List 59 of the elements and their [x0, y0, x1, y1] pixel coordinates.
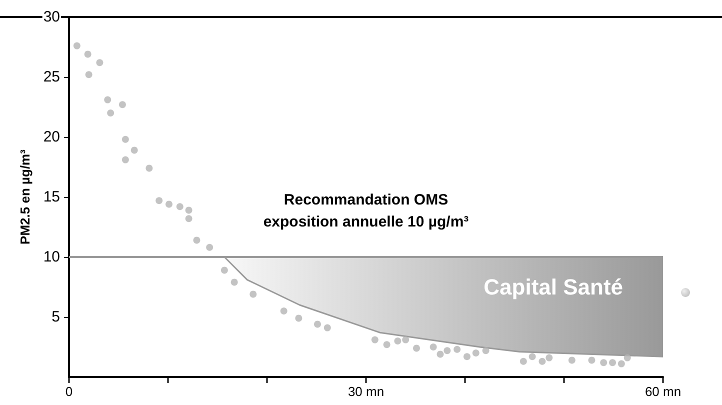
y-tick-label: 30 [43, 8, 60, 26]
point [280, 308, 288, 314]
point [546, 354, 553, 362]
point [383, 341, 390, 348]
point [85, 71, 92, 78]
point [444, 347, 451, 354]
ref-line-label: Recommandation OMS exposition annuelle 10 µg/m³ [263, 192, 469, 230]
point [84, 50, 92, 58]
point [624, 354, 631, 362]
x-tick-label: 0 [65, 384, 73, 399]
y-tick-label: 10 [43, 248, 60, 266]
point [122, 136, 129, 143]
point [482, 347, 490, 354]
point [146, 164, 153, 172]
point [520, 358, 527, 365]
point [250, 290, 257, 298]
point [314, 320, 321, 328]
point [324, 324, 331, 332]
point [463, 353, 470, 360]
point [600, 359, 608, 366]
point [230, 278, 238, 286]
point [472, 350, 480, 356]
point [295, 314, 302, 322]
point [130, 146, 138, 154]
y-tick-label: 5 [52, 308, 60, 326]
point [436, 350, 444, 358]
point [165, 200, 172, 208]
point [206, 244, 214, 251]
point [538, 358, 546, 365]
point [454, 346, 461, 353]
point [118, 101, 126, 108]
point [402, 336, 410, 344]
y-tick-label: 20 [43, 128, 60, 146]
point [156, 197, 163, 204]
point [618, 360, 625, 368]
point [104, 96, 112, 104]
point [412, 344, 420, 352]
y-tick-label: 15 [43, 188, 60, 206]
x-tick-label: 60 mn [644, 384, 682, 399]
point [568, 356, 576, 364]
point [371, 336, 378, 344]
y-tick-label: 25 [43, 68, 60, 86]
point [609, 359, 616, 366]
point [107, 110, 114, 116]
point [96, 59, 104, 66]
x-tick-label: 30 mn [348, 384, 384, 399]
point [73, 42, 80, 50]
y-axis-title: PM2.5 en µg/m³ [17, 148, 32, 244]
point [193, 236, 200, 244]
point [430, 344, 437, 350]
point [185, 206, 192, 214]
point [185, 215, 192, 222]
point [528, 353, 536, 360]
point [394, 338, 402, 344]
annotation: Capital Santé [484, 274, 624, 300]
point [176, 203, 184, 210]
point [220, 266, 228, 274]
point [122, 156, 129, 164]
point [588, 356, 596, 364]
